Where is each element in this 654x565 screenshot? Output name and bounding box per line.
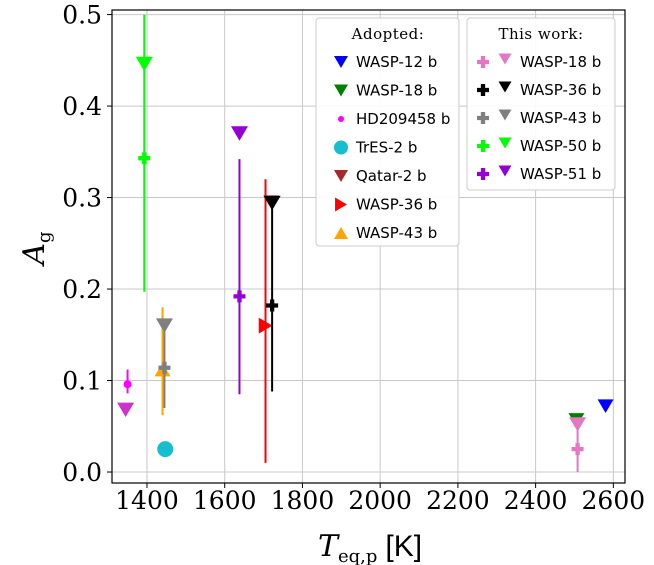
adopted-wasp-36-b bbox=[258, 179, 273, 463]
x-tick-label: 1800 bbox=[271, 486, 335, 515]
this-work-wasp-43-b bbox=[155, 318, 173, 408]
data-points bbox=[117, 14, 614, 473]
legend-this-work-triangle bbox=[498, 109, 512, 121]
this-work-marker bbox=[571, 443, 584, 456]
this-work-marker bbox=[233, 290, 246, 303]
legend-this-work-label: WASP-50 b bbox=[520, 137, 601, 155]
legend-adopted-marker bbox=[334, 140, 348, 155]
legend-this-work-label: WASP-18 b bbox=[520, 53, 601, 71]
this-work-upper-limit bbox=[135, 56, 153, 72]
legend-adopted-entries: WASP-12 b WASP-18 b HD209458 b TrES-2 b Qata… bbox=[334, 53, 450, 242]
this-work-upper-limit bbox=[155, 318, 173, 333]
x-tick-label: 2200 bbox=[426, 486, 490, 515]
y-tick-label: 0.5 bbox=[62, 1, 102, 30]
adopted-wasp-12-b bbox=[597, 399, 614, 413]
this-work-wasp-18-b bbox=[569, 417, 587, 473]
adopted-tres-2-b bbox=[157, 441, 174, 458]
this-work-marker bbox=[266, 299, 279, 312]
y-tick-label: 0.0 bbox=[62, 458, 102, 487]
legend-adopted-label: WASP-18 b bbox=[356, 82, 437, 100]
this-work-wasp-50-b bbox=[135, 14, 153, 292]
y-axis-label: Ag bbox=[17, 231, 55, 267]
legend-this-work-triangle bbox=[498, 53, 512, 65]
legend-this-work-label: WASP-51 b bbox=[520, 165, 601, 183]
adopted-marker bbox=[157, 441, 174, 458]
legend-this-work-entries: WASP-18 b WASP-36 b WASP-43 b WASP-50 b WASP… bbox=[477, 53, 601, 183]
legend-this-work-plus bbox=[477, 140, 489, 152]
legend-adopted-label: TrES-2 b bbox=[355, 139, 417, 157]
y-tick-label: 0.2 bbox=[62, 275, 102, 304]
this-work-marker bbox=[138, 152, 151, 165]
legend-this-work-triangle bbox=[498, 81, 512, 93]
legend-adopted-label: WASP-43 b bbox=[356, 224, 437, 242]
x-tick-label: 1400 bbox=[115, 486, 179, 515]
x-tick-label: 1600 bbox=[193, 486, 257, 515]
axis-ticks: 1400 1600 1800 2000 2200 2400 2600 0.0 0.1 0.2 0.3… bbox=[62, 1, 645, 515]
this-work-upper-limit bbox=[569, 417, 587, 432]
legend-adopted-marker bbox=[334, 227, 348, 239]
x-tick-label: 2600 bbox=[582, 486, 646, 515]
legend-adopted-label: Qatar-2 b bbox=[356, 167, 427, 185]
this-work-marker bbox=[158, 361, 171, 374]
this-work-upper-limit bbox=[230, 126, 248, 141]
this-work-wasp-51-b bbox=[230, 126, 248, 395]
legend-adopted-label: WASP-36 b bbox=[356, 196, 437, 214]
legend-adopted-title: Adopted: bbox=[351, 25, 425, 43]
legend-adopted-marker bbox=[334, 56, 348, 68]
legend-this-work-plus bbox=[477, 112, 489, 124]
adopted-hd209458-b bbox=[123, 369, 132, 394]
plot-frame bbox=[111, 9, 626, 484]
adopted-marker bbox=[258, 317, 273, 334]
legend-this-work-label: WASP-43 b bbox=[520, 109, 601, 127]
legend-this-work-triangle bbox=[498, 137, 512, 149]
legend-this-work-plus bbox=[477, 84, 489, 96]
legend-adopted-marker bbox=[338, 116, 344, 122]
y-tick-label: 0.1 bbox=[62, 367, 102, 396]
x-tick-label: 2000 bbox=[348, 486, 412, 515]
legend-adopted-marker bbox=[334, 84, 348, 97]
this-work-upper-limit bbox=[263, 195, 281, 211]
legend-this-work-plus bbox=[477, 168, 489, 180]
adopted-marker bbox=[597, 399, 614, 413]
this-work-wasp-36-b bbox=[263, 195, 281, 392]
legend-this-work-plus bbox=[477, 56, 489, 68]
y-tick-label: 0.4 bbox=[62, 92, 102, 121]
adopted-marker bbox=[123, 380, 132, 389]
y-tick-label: 0.3 bbox=[62, 184, 102, 213]
legend-adopted: Adopted: WASP-12 b WASP-18 b HD209458 b TrE… bbox=[315, 17, 460, 247]
legend-adopted-marker bbox=[334, 170, 348, 182]
legend-this-work-title: This work: bbox=[498, 25, 583, 43]
legend-adopted-marker bbox=[335, 197, 347, 212]
legend-this-work-label: WASP-36 b bbox=[520, 81, 601, 99]
legend-adopted-box bbox=[315, 17, 460, 247]
x-tick-label: 2400 bbox=[504, 486, 568, 515]
legend-adopted-label: WASP-12 b bbox=[356, 53, 437, 71]
legend-adopted-label: HD209458 b bbox=[356, 110, 450, 128]
x-axis-label: Teq,p [K] bbox=[318, 529, 422, 565]
legend-this-work-triangle bbox=[498, 165, 512, 177]
extra-marker bbox=[117, 402, 135, 418]
